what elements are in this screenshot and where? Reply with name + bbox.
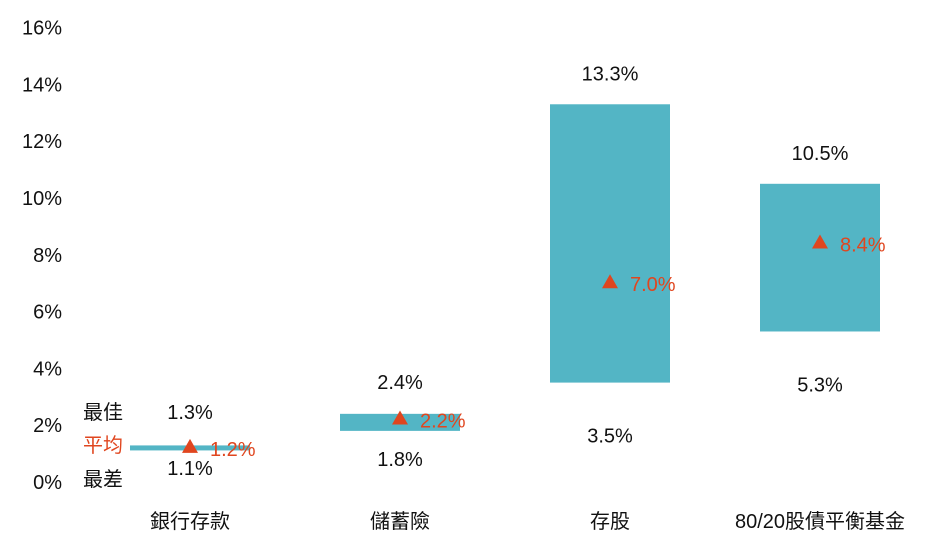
x-category-label: 80/20股債平衡基金 [735,510,905,533]
legend-worst-label: 最差 [83,468,123,491]
y-tick-label: 0% [33,472,62,494]
y-tick-label: 6% [33,302,62,324]
worst-value-label: 1.1% [167,458,213,480]
legend-best-label: 最佳 [83,401,123,424]
average-marker [812,234,828,249]
x-category-label: 存股 [590,510,630,533]
y-tick-label: 4% [33,358,62,380]
x-category-label: 儲蓄險 [370,510,430,533]
best-value-label: 10.5% [792,143,849,165]
y-tick-label: 12% [22,131,62,153]
x-axis: 銀行存款 儲蓄險 存股 80/20股債平衡基金 [150,510,905,533]
worst-value-label: 3.5% [587,426,633,448]
average-value-label: 2.2% [420,411,466,433]
best-value-label: 1.3% [167,402,213,424]
legend-avg-label: 平均 [83,434,123,457]
range-bar [760,183,880,332]
x-category-label: 銀行存款 [150,510,230,533]
average-marker [182,438,198,453]
range-bar [550,104,670,383]
legend: 最佳 平均 最差 [83,401,123,491]
average-value-label: 8.4% [840,234,886,256]
average-marker [602,274,618,289]
worst-value-label: 1.8% [377,449,423,471]
y-tick-label: 16% [22,18,62,40]
value-labels: 1.2% 1.3% 1.1% 2.2% 2.4% 1.8% 7.0% 13.3% 3.5% 8.4… [167,63,886,480]
range-bars [130,104,880,451]
best-value-label: 2.4% [377,372,423,394]
average-value-label: 1.2% [210,439,256,461]
y-tick-label: 14% [22,74,62,96]
y-tick-label: 8% [33,245,62,267]
average-marker [392,410,408,425]
y-tick-label: 10% [22,188,62,210]
y-tick-label: 2% [33,415,62,437]
y-axis: 0% 2% 4% 6% 8% 10% 12% 14% 16% [22,18,62,494]
best-value-label: 13.3% [582,63,639,85]
average-value-label: 7.0% [630,274,676,296]
worst-value-label: 5.3% [797,374,843,396]
